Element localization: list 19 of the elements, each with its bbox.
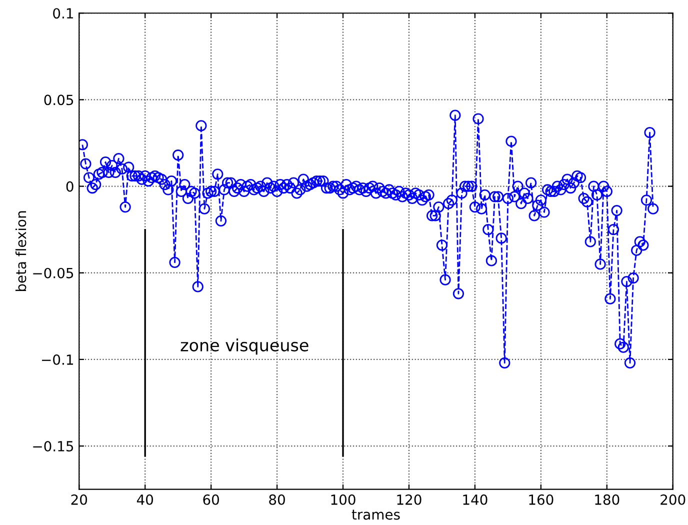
x-tick-label: 60 — [203, 494, 219, 505]
x-tick-label: 80 — [269, 494, 285, 505]
x-tick-label: 100 — [331, 494, 356, 505]
y-tick-label: 0.1 — [53, 8, 73, 19]
y-axis-title: beta flexion — [15, 211, 26, 292]
x-tick-label: 180 — [595, 494, 620, 505]
x-tick-label: 40 — [136, 494, 154, 505]
x-axis-title: trames — [352, 510, 400, 520]
x-tick-label: 200 — [660, 494, 686, 505]
x-tick-label: 160 — [529, 494, 554, 505]
y-tick-label: 0 — [66, 181, 74, 192]
x-tick-label: 20 — [71, 494, 88, 505]
x-tick-label: 120 — [397, 494, 422, 505]
x-tick-label: 140 — [463, 494, 488, 505]
y-tick-label: −0.05 — [33, 268, 74, 278]
annotation: zone visqueuse — [180, 338, 308, 355]
y-tick-label: −0.1 — [42, 354, 73, 365]
y-tick-label: −0.15 — [33, 440, 74, 452]
y-tick-label: 0.05 — [44, 94, 74, 106]
